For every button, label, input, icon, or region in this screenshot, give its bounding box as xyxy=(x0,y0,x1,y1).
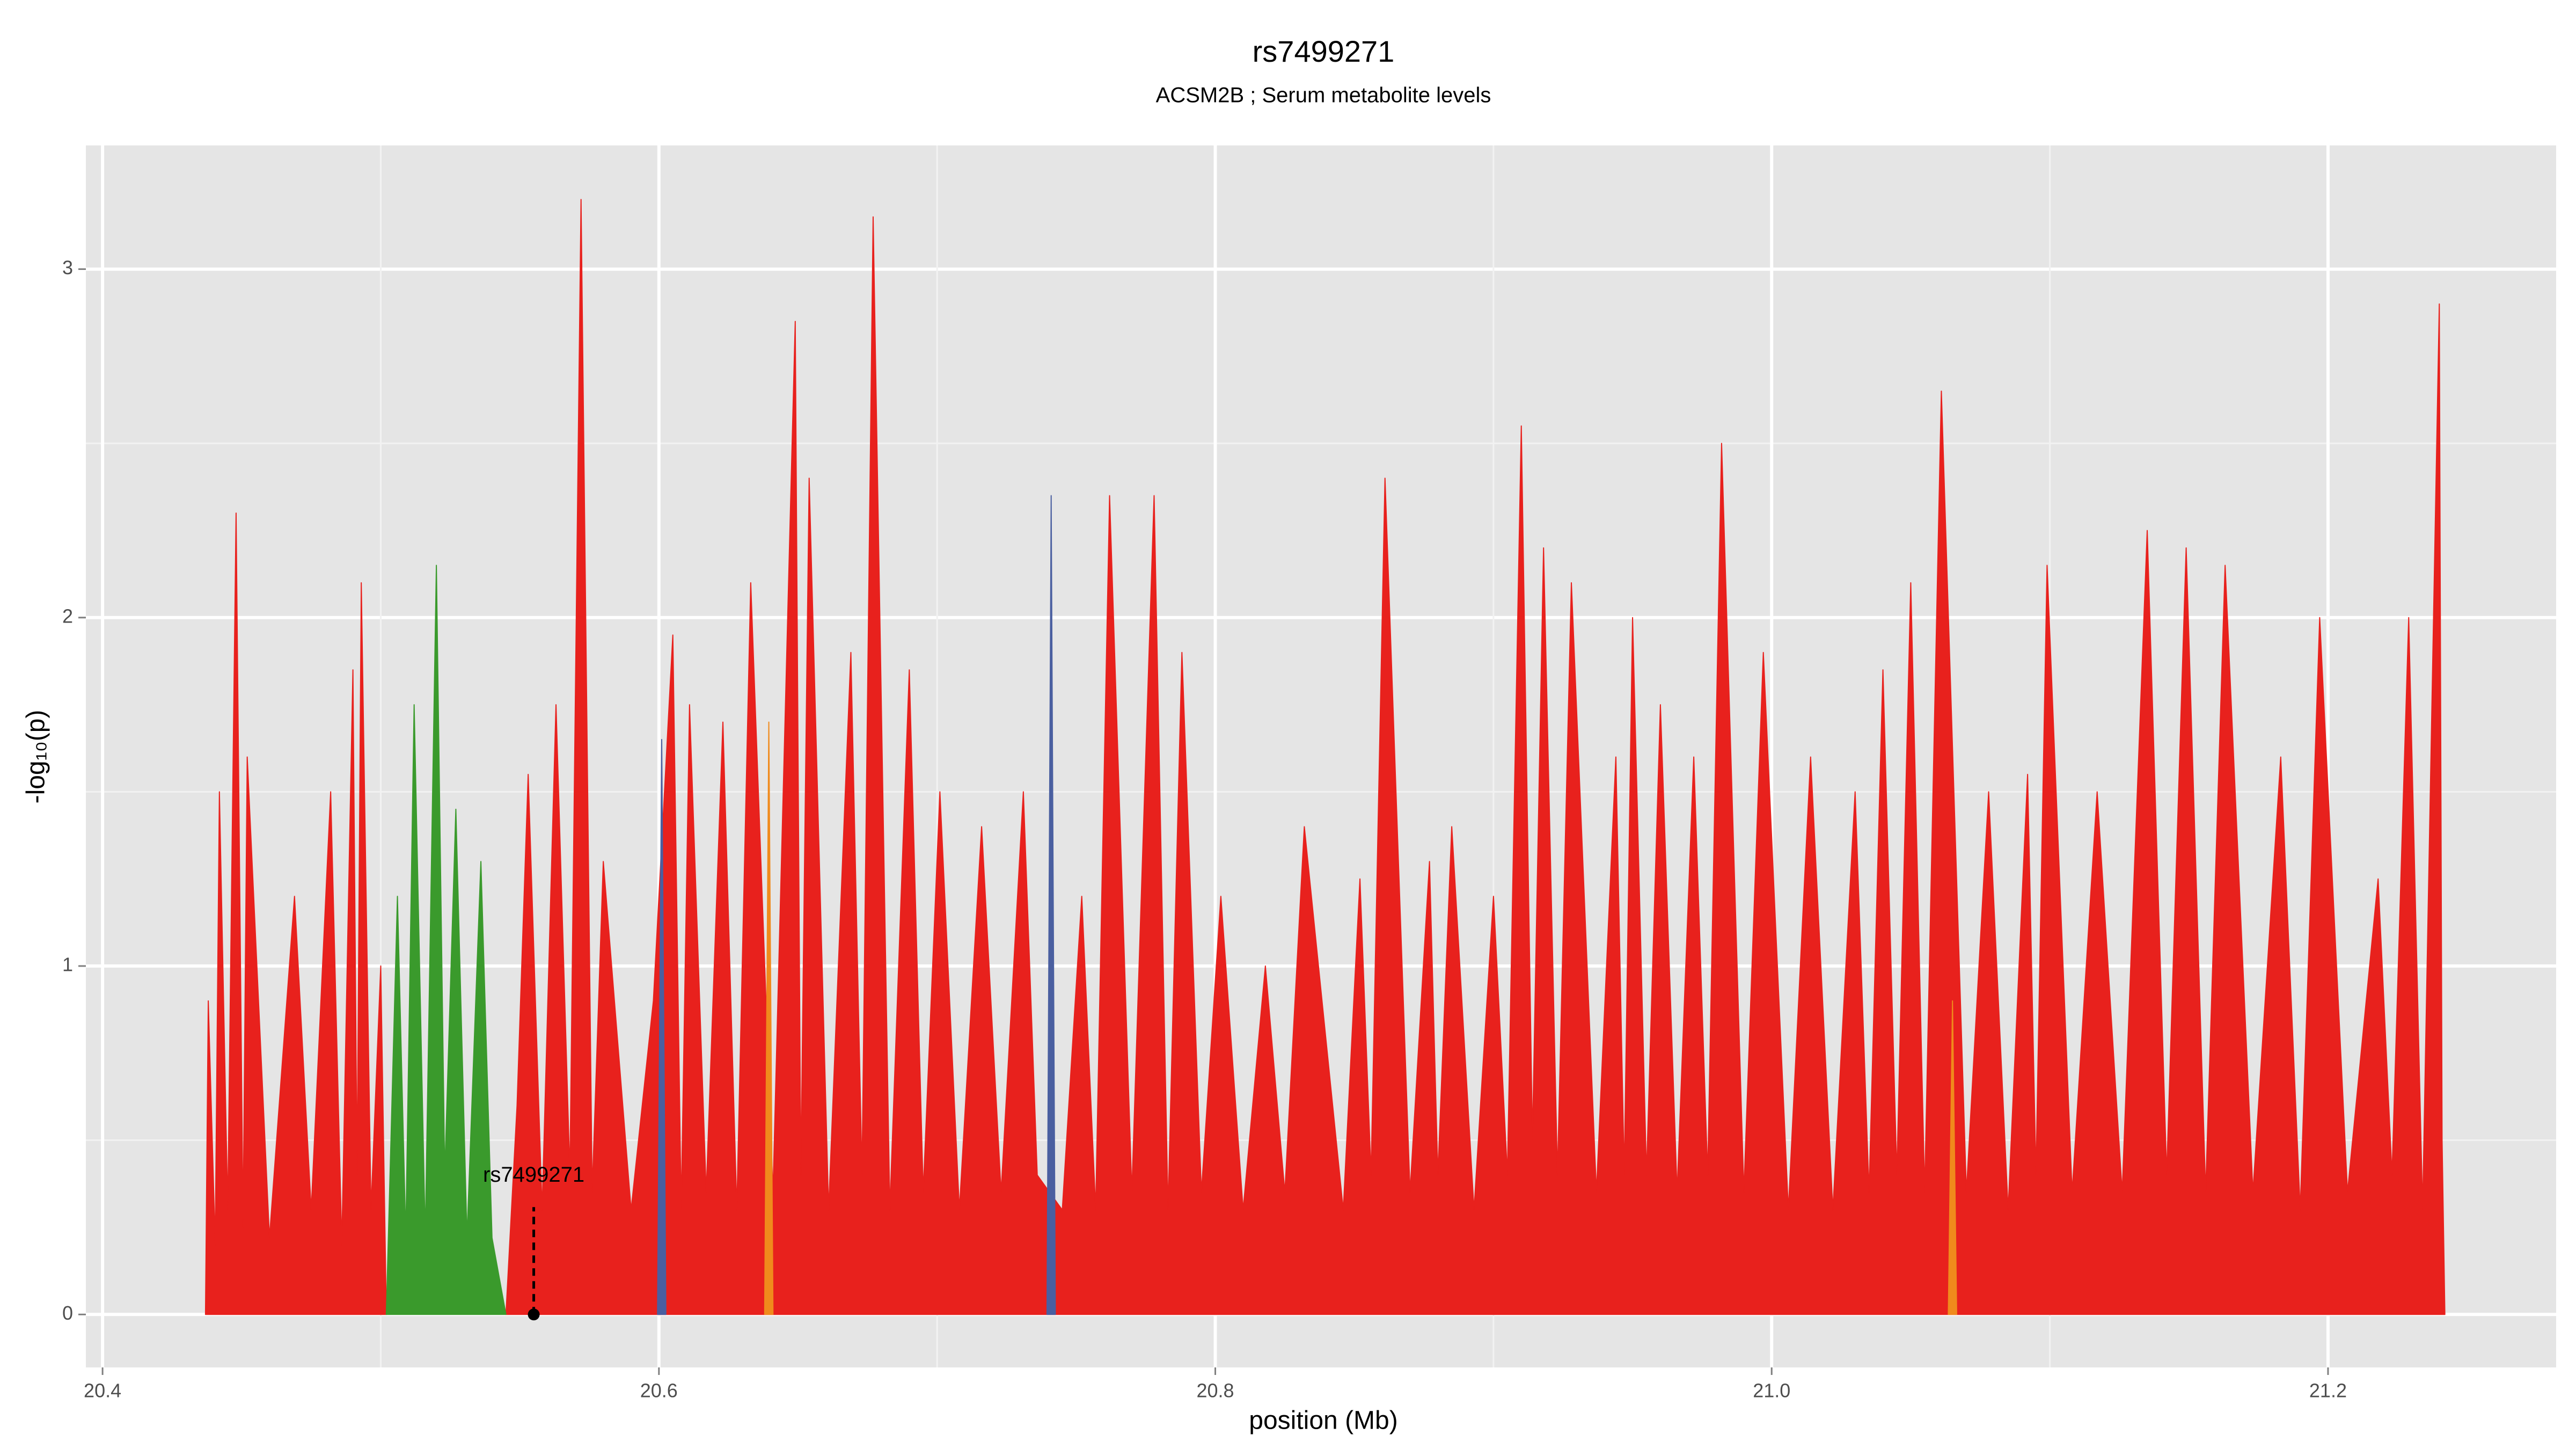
chart-title: rs7499271 xyxy=(1253,34,1395,68)
x-tick-label: 20.8 xyxy=(1196,1380,1234,1402)
annotation-label: rs7499271 xyxy=(483,1163,584,1187)
x-tick-label: 20.4 xyxy=(84,1380,121,1402)
y-tick-label: 0 xyxy=(62,1302,73,1324)
y-tick-label: 2 xyxy=(62,605,73,627)
axes: 0 1 2 3 20.4 20.6 20.8 21.0 21.2 xyxy=(62,257,2347,1402)
annotation-point xyxy=(528,1308,540,1321)
x-tick-label: 20.6 xyxy=(640,1380,678,1402)
x-axis-label: position (Mb) xyxy=(1249,1407,1397,1435)
chart-subtitle: ACSM2B ; Serum metabolite levels xyxy=(1156,84,1491,107)
y-axis-label: -log₁₀(p) xyxy=(22,710,50,804)
marks: rs7499271 xyxy=(204,199,2446,1321)
x-tick-label: 21.0 xyxy=(1753,1380,1790,1402)
area-series xyxy=(204,199,2446,1315)
area-series xyxy=(657,495,1056,1315)
area-series xyxy=(385,565,507,1315)
area-series xyxy=(764,721,1957,1315)
y-tick-label: 3 xyxy=(62,257,73,279)
x-tick-label: 21.2 xyxy=(2309,1380,2347,1402)
y-tick-label: 1 xyxy=(62,954,73,976)
